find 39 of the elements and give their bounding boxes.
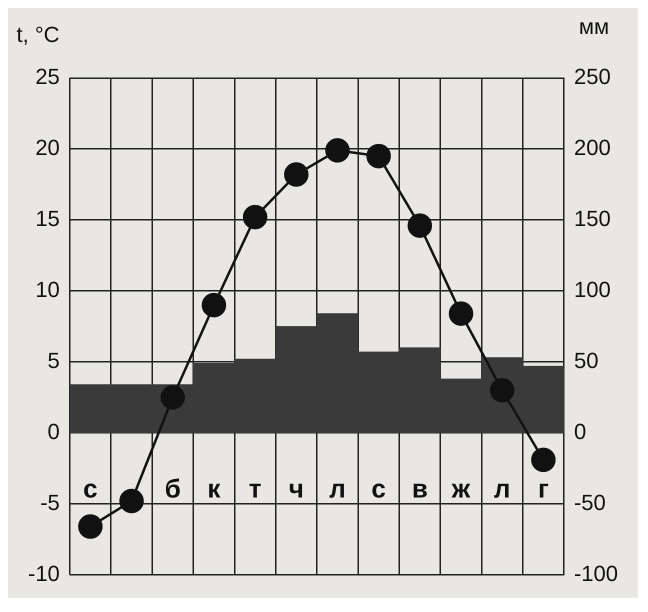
y2-tick-label: 150 bbox=[574, 206, 611, 232]
y2-tick-label: 50 bbox=[574, 348, 598, 373]
y-tick-label: 20 bbox=[35, 135, 60, 160]
x-tick-label: г bbox=[538, 474, 549, 504]
point bbox=[448, 301, 474, 326]
x-tick-label: т bbox=[248, 474, 262, 504]
x-tick-label: ч bbox=[288, 474, 304, 504]
y2-axis-title: мм bbox=[578, 14, 610, 40]
x-tick-label: с bbox=[371, 474, 386, 504]
point bbox=[119, 488, 144, 514]
point bbox=[284, 162, 309, 187]
point bbox=[242, 204, 268, 230]
y2-tick-label: -50 bbox=[574, 490, 606, 515]
point bbox=[202, 292, 226, 318]
point bbox=[531, 448, 556, 472]
x-tick-label: к bbox=[207, 474, 222, 504]
point bbox=[325, 138, 350, 163]
y-tick-label: 5 bbox=[48, 348, 60, 373]
x-tick-label: в bbox=[412, 474, 428, 504]
point bbox=[408, 213, 432, 238]
y2-tick-label: 100 bbox=[574, 276, 611, 302]
y-tick-label: 25 bbox=[35, 64, 60, 90]
y-tick-label: 15 bbox=[35, 206, 60, 232]
y-tick-label: 0 bbox=[48, 418, 60, 444]
y2-tick-label: 0 bbox=[574, 418, 586, 444]
y-tick-label: -10 bbox=[28, 560, 60, 586]
x-tick-label: б bbox=[164, 474, 181, 504]
x-tick-label: л bbox=[329, 474, 346, 504]
x-tick-label: с bbox=[83, 474, 98, 504]
y2-tick-label: 200 bbox=[574, 135, 611, 160]
x-tick-label: л bbox=[494, 474, 510, 504]
x-tick-label: ж bbox=[450, 474, 471, 504]
y2-tick-label: 250 bbox=[574, 64, 611, 90]
point bbox=[366, 144, 391, 168]
y-axis-title: t, °C bbox=[16, 22, 60, 48]
point bbox=[78, 514, 103, 539]
y2-tick-label: -100 bbox=[574, 560, 618, 586]
y-tick-label: 10 bbox=[35, 276, 60, 302]
y-tick-label: -5 bbox=[40, 490, 60, 515]
